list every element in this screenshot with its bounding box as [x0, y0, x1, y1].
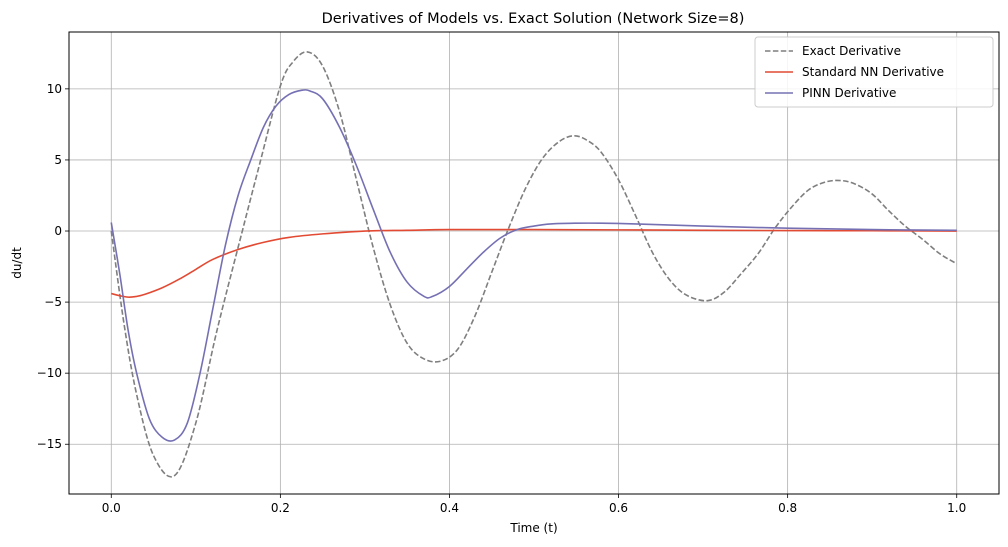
legend-label: PINN Derivative — [802, 86, 896, 100]
x-tick-label: 0.4 — [440, 501, 459, 515]
y-tick-label: 0 — [54, 224, 62, 238]
legend-box — [754, 36, 994, 108]
x-tick-label: 0.8 — [778, 501, 797, 515]
x-axis-ticks: 0.0 0.2 0.4 0.6 0.8 1.0 — [102, 494, 966, 515]
series-line-exact-derivative — [110, 51, 958, 478]
legend-label: Exact Derivative — [802, 44, 901, 58]
y-tick-label: −10 — [37, 366, 62, 380]
x-tick-label: 0.6 — [609, 501, 628, 515]
y-axis-label: du/dt — [10, 247, 24, 279]
chart-title: Derivatives of Models vs. Exact Solution… — [322, 11, 745, 27]
y-axis-ticks: −15 −10 −5 0 5 10 — [37, 82, 69, 451]
y-tick-label: 5 — [54, 153, 62, 167]
y-tick-label: 10 — [47, 82, 62, 96]
y-tick-label: −5 — [44, 295, 62, 309]
series-layer — [110, 51, 958, 478]
x-axis-label: Time (t) — [509, 521, 557, 535]
x-tick-label: 1.0 — [947, 501, 966, 515]
x-tick-label: 0.0 — [102, 501, 121, 515]
legend: Exact Derivative Standard NN Derivative PI… — [754, 36, 994, 108]
y-tick-label: −15 — [37, 437, 62, 451]
x-tick-label: 0.2 — [271, 501, 290, 515]
series-line-pinn-derivative — [110, 89, 957, 442]
series-line-standard-nn-derivative — [111, 228, 957, 298]
legend-label: Standard NN Derivative — [802, 65, 944, 79]
plot-frame — [68, 31, 1000, 495]
